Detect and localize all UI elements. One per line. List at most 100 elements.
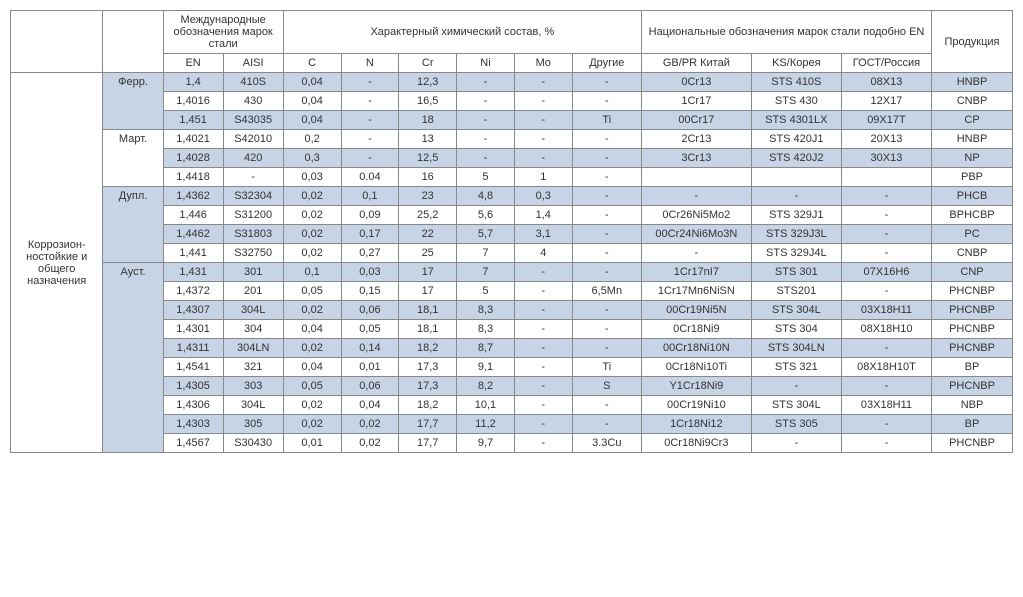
cell-gbpr: 0Cr13 <box>641 73 751 92</box>
cell-ks: STS 420J1 <box>751 130 841 149</box>
cell-cr: 16 <box>399 168 457 187</box>
cell-other: - <box>572 396 641 415</box>
type-label: Ауст. <box>103 263 163 453</box>
cell-c: 0,02 <box>283 415 341 434</box>
cell-aisi: - <box>223 168 283 187</box>
cell-cr: 12,3 <box>399 73 457 92</box>
cell-gost: 08Х13 <box>841 73 931 92</box>
header-c: С <box>283 54 341 73</box>
table-row: Ауст.1,4313010,10,03177--1Cr17nI7STS 301… <box>11 263 1013 282</box>
cell-gbpr: - <box>641 187 751 206</box>
cell-ni: 5,7 <box>457 225 515 244</box>
cell-c: 0,02 <box>283 187 341 206</box>
cell-en: 1,4362 <box>163 187 223 206</box>
cell-gbpr: 0Cr18Ni9 <box>641 320 751 339</box>
header-ni: Ni <box>457 54 515 73</box>
cell-n: - <box>341 73 399 92</box>
cell-n: - <box>341 149 399 168</box>
cell-mo: 1,4 <box>514 206 572 225</box>
type-label: Дупл. <box>103 187 163 263</box>
cell-aisi: S42010 <box>223 130 283 149</box>
cell-n: 0,17 <box>341 225 399 244</box>
cell-c: 0,02 <box>283 225 341 244</box>
table-row: Дупл.1,4362S323040,020,1234,80,3----PHCB <box>11 187 1013 206</box>
header-blank-lead <box>11 11 103 73</box>
cell-mo: 0,3 <box>514 187 572 206</box>
cell-other: - <box>572 149 641 168</box>
header-chem: Характерный химический состав, % <box>283 11 641 54</box>
cell-gbpr: - <box>641 244 751 263</box>
cell-n: - <box>341 92 399 111</box>
cell-other: S <box>572 377 641 396</box>
cell-cr: 17 <box>399 263 457 282</box>
cell-aisi: 304L <box>223 301 283 320</box>
cell-ks: STS 430 <box>751 92 841 111</box>
cell-prod: CNBP <box>932 244 1013 263</box>
cell-en: 1,4 <box>163 73 223 92</box>
cell-en: 1,441 <box>163 244 223 263</box>
cell-ks: STS 304LN <box>751 339 841 358</box>
cell-n: 0,09 <box>341 206 399 225</box>
cell-aisi: 305 <box>223 415 283 434</box>
cell-cr: 25 <box>399 244 457 263</box>
cell-c: 0,05 <box>283 282 341 301</box>
cell-mo: - <box>514 111 572 130</box>
cell-gost: 20X13 <box>841 130 931 149</box>
cell-n: 0,03 <box>341 263 399 282</box>
cell-c: 0,02 <box>283 301 341 320</box>
cell-c: 0,05 <box>283 377 341 396</box>
table-row: Март.1,4021S420100,2-13---2Cr13STS 420J1… <box>11 130 1013 149</box>
cell-gost <box>841 168 931 187</box>
cell-mo: - <box>514 130 572 149</box>
cell-ni: 7 <box>457 263 515 282</box>
cell-n: 0,06 <box>341 377 399 396</box>
cell-prod: CNP <box>932 263 1013 282</box>
cell-cr: 17,7 <box>399 415 457 434</box>
cell-cr: 25,2 <box>399 206 457 225</box>
cell-en: 1,4301 <box>163 320 223 339</box>
cell-gost: - <box>841 206 931 225</box>
cell-aisi: S31803 <box>223 225 283 244</box>
cell-ks: - <box>751 187 841 206</box>
cell-gost: 03Х18Н11 <box>841 301 931 320</box>
cell-en: 1,4306 <box>163 396 223 415</box>
cell-other: Ti <box>572 111 641 130</box>
cell-en: 1,4016 <box>163 92 223 111</box>
cell-ks: STS 305 <box>751 415 841 434</box>
cell-other: - <box>572 301 641 320</box>
cell-other: 3.3Cu <box>572 434 641 453</box>
cell-c: 0,02 <box>283 244 341 263</box>
cell-other: - <box>572 339 641 358</box>
cell-other: - <box>572 168 641 187</box>
header-ks: KS/Корея <box>751 54 841 73</box>
cell-other: - <box>572 130 641 149</box>
cell-ks: STS 321 <box>751 358 841 377</box>
cell-n: 0.04 <box>341 168 399 187</box>
cell-mo: 3,1 <box>514 225 572 244</box>
cell-prod: CNBP <box>932 92 1013 111</box>
cell-gbpr: 3Cr13 <box>641 149 751 168</box>
cell-other: - <box>572 92 641 111</box>
cell-ks <box>751 168 841 187</box>
cell-gbpr: 00Cr18Ni10N <box>641 339 751 358</box>
cell-prod: NBP <box>932 396 1013 415</box>
cell-aisi: 304 <box>223 320 283 339</box>
cell-aisi: 304LN <box>223 339 283 358</box>
table-header: Международные обозначения марок стали Ха… <box>11 11 1013 73</box>
cell-mo: - <box>514 149 572 168</box>
cell-ni: 7 <box>457 244 515 263</box>
header-other: Другие <box>572 54 641 73</box>
cell-ks: STS 329J4L <box>751 244 841 263</box>
cell-aisi: S43035 <box>223 111 283 130</box>
cell-prod: PHCNBP <box>932 434 1013 453</box>
cell-ks: STS 420J2 <box>751 149 841 168</box>
cell-gost: 09Х17Т <box>841 111 931 130</box>
cell-gbpr: 00Cr17 <box>641 111 751 130</box>
cell-en: 1,4307 <box>163 301 223 320</box>
cell-n: 0,14 <box>341 339 399 358</box>
cell-gost: - <box>841 434 931 453</box>
cell-other: - <box>572 244 641 263</box>
cell-cr: 18,2 <box>399 339 457 358</box>
cell-other: Ti <box>572 358 641 377</box>
cell-mo: - <box>514 282 572 301</box>
